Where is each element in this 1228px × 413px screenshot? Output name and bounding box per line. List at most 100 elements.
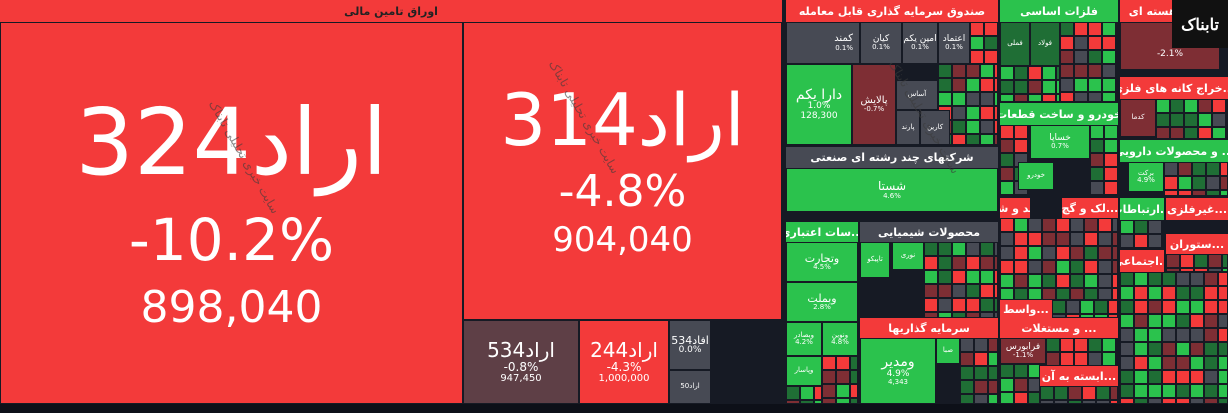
cell — [994, 242, 998, 256]
tile[interactable]: اراد244 -4.3% 1,000,000 — [579, 320, 669, 404]
cell — [1000, 153, 1014, 167]
cell — [1162, 328, 1176, 342]
cell — [822, 356, 836, 370]
cell — [1028, 232, 1042, 246]
tile[interactable]: وتجارت 4.5% — [786, 242, 858, 282]
cell — [1180, 268, 1194, 272]
cell — [1108, 300, 1118, 314]
change: 0.7% — [1051, 142, 1069, 151]
cell — [1204, 384, 1218, 398]
symbol: اراد534 — [487, 337, 555, 362]
tile[interactable]: وبملت 2.8% — [786, 282, 858, 322]
tile[interactable]: ونوین 4.8% — [822, 322, 858, 356]
cell — [1070, 246, 1084, 260]
cell — [980, 92, 994, 106]
sector-header: ...لک و گچ — [1062, 198, 1118, 218]
cell — [1134, 356, 1148, 370]
footer-bar — [0, 404, 1228, 413]
sector-header: ... و محصولات دارویی — [1120, 140, 1228, 162]
tile[interactable]: امین یکم 0.1% — [902, 22, 938, 64]
volume: 904,040 — [552, 220, 693, 261]
tile[interactable]: کمند 0.1% — [786, 22, 860, 64]
tile[interactable]: شستا 4.6% — [786, 168, 998, 212]
tile[interactable]: فرابورس -1.1% — [1000, 338, 1046, 364]
cell — [924, 312, 938, 318]
tile[interactable]: نوری — [892, 242, 924, 270]
cell — [984, 22, 998, 36]
tile[interactable]: فولاد — [1030, 22, 1060, 66]
cell — [1176, 314, 1190, 328]
cell — [1000, 66, 1014, 80]
cell — [1148, 220, 1162, 234]
cell — [1074, 64, 1088, 78]
cell — [1014, 364, 1028, 378]
logo: تابناک — [1172, 0, 1228, 48]
tile[interactable]: کیان 0.1% — [860, 22, 902, 64]
tile[interactable]: پارند — [896, 110, 920, 145]
cell — [1060, 36, 1074, 50]
tile[interactable]: دارا یکم 1.0% 128,300 — [786, 64, 852, 145]
cell — [1112, 288, 1118, 300]
tile[interactable]: پالایش -0.7% — [852, 64, 896, 145]
cell — [1056, 80, 1060, 94]
cell — [1088, 352, 1102, 366]
symbol: ونوین — [831, 330, 849, 339]
cell — [994, 270, 998, 284]
tile[interactable]: ومدیر 4.9% 4,343 — [860, 338, 936, 404]
cell — [1184, 127, 1198, 139]
tile[interactable]: وبصادر 4.2% — [786, 322, 822, 356]
tile[interactable]: اراد324 -10.2% 898,040 — [0, 22, 463, 404]
cell — [1156, 99, 1170, 113]
tile[interactable]: خودرو — [1018, 162, 1054, 190]
cell — [1206, 162, 1220, 176]
cell — [1116, 78, 1118, 92]
cell — [1074, 352, 1088, 366]
cell — [1162, 234, 1164, 248]
cell — [1134, 328, 1148, 342]
change: 2.8% — [813, 303, 831, 312]
cell — [1162, 384, 1176, 398]
cell — [1204, 342, 1218, 356]
cell — [938, 284, 952, 298]
cell — [1096, 386, 1110, 400]
tile[interactable]: تاپیکو — [860, 242, 890, 278]
cell — [1162, 356, 1176, 370]
tile[interactable]: کارین — [920, 110, 950, 145]
tile[interactable]: برکت 4.9% — [1128, 162, 1164, 192]
tile[interactable]: اراد50 — [669, 370, 711, 404]
cell — [1042, 218, 1056, 232]
sector-header: فلزات اساسی — [1000, 0, 1118, 22]
cell — [1042, 288, 1056, 300]
tile[interactable]: اراد534 -0.8% 947,450 — [463, 320, 579, 404]
cell — [1014, 139, 1028, 153]
cell — [1056, 66, 1060, 80]
cell — [1204, 300, 1218, 314]
cell — [1088, 92, 1102, 102]
cell — [924, 242, 938, 256]
cell — [1116, 352, 1118, 366]
cell — [1134, 398, 1148, 404]
tile[interactable]: صبا — [936, 338, 960, 364]
tile[interactable]: وپاسار — [786, 356, 822, 386]
cell — [1060, 352, 1074, 366]
tile[interactable]: اراد314 -4.8% 904,040 — [463, 22, 782, 320]
cell — [1148, 398, 1162, 404]
cell — [836, 356, 850, 370]
tile[interactable]: اعتماد 0.1% — [938, 22, 970, 64]
tile[interactable]: خساپا 0.7% — [1030, 125, 1090, 159]
tile[interactable]: کدما — [1120, 99, 1156, 137]
tile[interactable]: افاد534 0.0% — [669, 320, 711, 370]
cell — [1190, 300, 1204, 314]
tile[interactable]: فملی — [1000, 22, 1030, 66]
cell — [1088, 78, 1102, 92]
cell — [1134, 314, 1148, 328]
cell — [1028, 274, 1042, 288]
cell — [1014, 94, 1028, 102]
cell — [1090, 125, 1104, 139]
cell — [974, 394, 988, 404]
cell — [1084, 260, 1098, 274]
tile[interactable]: آساس — [896, 80, 938, 110]
cell — [1070, 232, 1084, 246]
cell — [1208, 254, 1222, 268]
cell — [1000, 364, 1014, 378]
